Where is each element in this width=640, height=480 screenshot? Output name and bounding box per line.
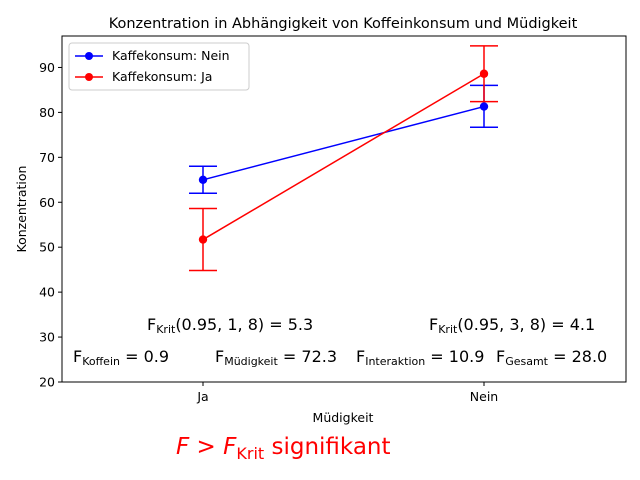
data-point [479, 69, 489, 78]
x-tick-label: Ja [196, 389, 208, 404]
y-tick-label: 90 [39, 60, 55, 75]
data-point [198, 175, 208, 184]
y-axis: 20 30 40 50 60 70 80 90 [39, 60, 62, 390]
data-point [198, 235, 208, 244]
y-tick-label: 60 [39, 195, 55, 210]
data-point [479, 102, 489, 111]
legend-label-ja: Kaffekonsum: Ja [112, 69, 212, 84]
y-tick-label: 20 [39, 375, 55, 390]
y-tick-label: 40 [39, 285, 55, 300]
annotation-fkrit-1: FKrit(0.95, 1, 8) = 5.3 [147, 315, 313, 336]
legend-label-nein: Kaffekonsum: Nein [112, 48, 230, 63]
significance-note: F > FKrit signifikant [176, 434, 391, 463]
y-tick-label: 80 [39, 105, 55, 120]
y-tick-label: 50 [39, 240, 55, 255]
legend: Kaffekonsum: Nein Kaffekonsum: Ja [68, 42, 250, 91]
y-tick-label: 30 [39, 330, 55, 345]
series-layer [189, 45, 498, 272]
annotation-fmuedigkeit: FMüdigkeit = 72.3 [215, 347, 337, 368]
annotation-fkoffein: FKoffein = 0.9 [73, 347, 169, 368]
chart-title: Konzentration in Abhängigkeit von Koffei… [109, 16, 578, 32]
x-tick-label: Nein [470, 389, 498, 404]
x-axis: Ja Nein [196, 382, 498, 404]
series-line-0 [202, 105, 485, 181]
annotation-fkrit-2: FKrit(0.95, 3, 8) = 4.1 [429, 315, 595, 336]
series-line-1 [202, 73, 485, 241]
legend-box [68, 42, 250, 91]
y-axis-label: Konzentration [14, 166, 29, 253]
annotation-finteraktion: FInteraktion = 10.9 [356, 347, 484, 368]
legend-marker-nein [85, 52, 93, 60]
plot-area [61, 35, 627, 383]
legend-marker-ja [85, 73, 93, 81]
y-tick-label: 70 [39, 150, 55, 165]
x-axis-label: Müdigkeit [313, 410, 374, 425]
annotation-fgesamt: FGesamt = 28.0 [496, 347, 607, 368]
